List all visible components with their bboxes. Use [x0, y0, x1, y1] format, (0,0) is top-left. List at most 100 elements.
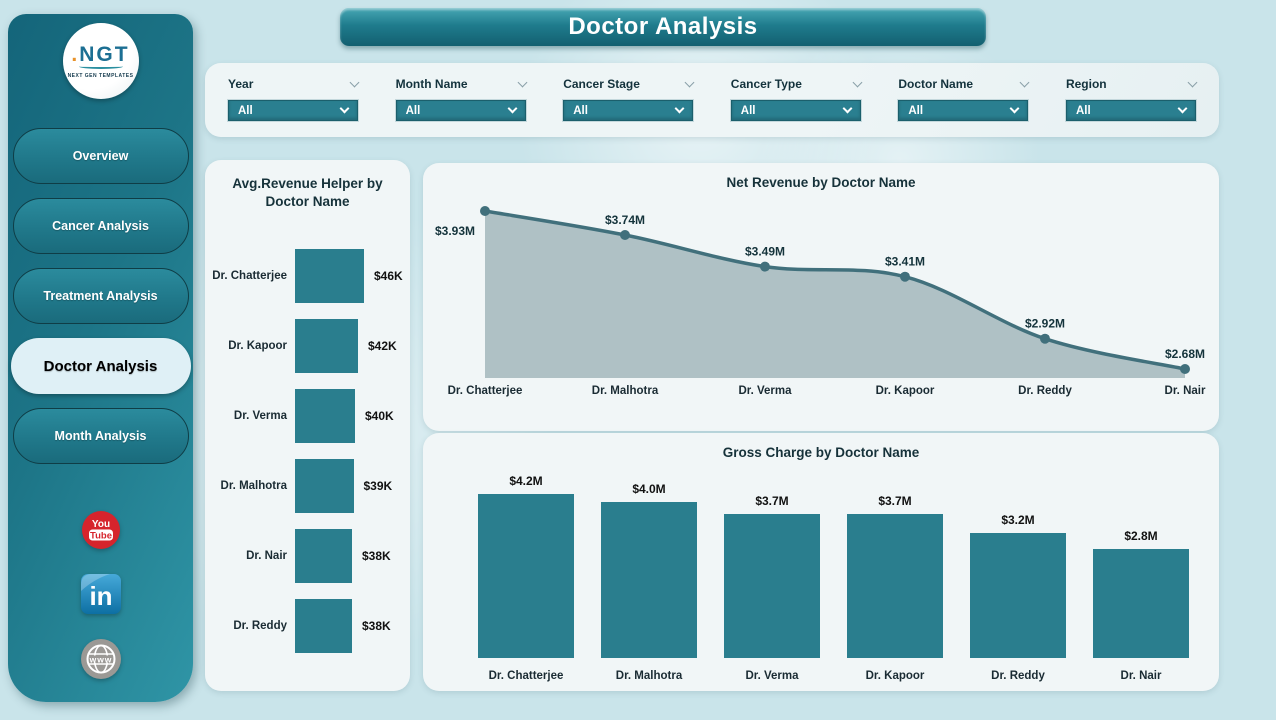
avg-revenue-helper-chart: Dr. Chatterjee$46KDr. Kapoor$42K Dr. Verm…: [205, 241, 410, 661]
data-point[interactable]: [1180, 364, 1190, 374]
social-links: You Tube in www: [80, 510, 122, 680]
hbar-row: Dr. Nair $38K: [205, 521, 410, 591]
bar[interactable]: [295, 529, 352, 583]
data-label: $3.7M: [878, 494, 911, 508]
slicer-cancer-stage-dropdown[interactable]: All: [563, 100, 693, 121]
net-revenue-chart: $3.93M$3.74M$3.49M$3.41M$2.92M$2.68M: [423, 193, 1219, 388]
filter-panel: Year All Month Name All Cancer Stage All…: [205, 63, 1219, 137]
slicer-month-name-label: Month Name: [396, 77, 468, 91]
data-label: $40K: [365, 409, 394, 423]
website-globe-icon[interactable]: www: [80, 638, 122, 680]
data-label: $3.49M: [745, 245, 785, 259]
ngt-logo-subtext: NEXT GEN TEMPLATES: [68, 73, 134, 79]
slicer-year-dropdown[interactable]: All: [228, 100, 358, 121]
logo-swoosh: [79, 64, 123, 69]
chevron-down-icon: [340, 104, 350, 114]
data-label: $38K: [362, 549, 391, 563]
sidebar-item-treatment-analysis[interactable]: Treatment Analysis: [13, 268, 189, 324]
category-axis-label: Dr. Nair: [205, 550, 287, 562]
data-label: $46K: [374, 269, 403, 283]
sidebar-item-overview[interactable]: Overview: [13, 128, 189, 184]
bar[interactable]: [847, 514, 943, 658]
vbar-column: $2.8M: [1093, 529, 1189, 658]
slicer-cancer-type-label: Cancer Type: [731, 77, 802, 91]
category-axis-label: Dr. Kapoor: [866, 670, 925, 682]
chevron-down-icon: [507, 104, 517, 114]
slicer-month-name-dropdown[interactable]: All: [396, 100, 526, 121]
header-banner: Doctor Analysis: [340, 8, 986, 46]
sidebar-item-doctor-analysis[interactable]: Doctor Analysis: [11, 338, 191, 394]
chevron-down-icon[interactable]: [517, 77, 527, 87]
slicer-year: Year All: [228, 76, 358, 121]
category-axis-label: Dr. Reddy: [205, 620, 287, 632]
svg-text:in: in: [89, 581, 112, 611]
chevron-down-icon[interactable]: [852, 77, 862, 87]
category-axis-label: Dr. Nair: [1121, 670, 1162, 682]
bar[interactable]: [478, 494, 574, 658]
bar[interactable]: [295, 249, 364, 303]
svg-text:www: www: [88, 655, 112, 665]
hbar-row: Dr. Kapoor$42K: [205, 311, 410, 381]
bar[interactable]: [601, 502, 697, 658]
data-label: $3.7M: [755, 494, 788, 508]
slicer-cancer-type-dropdown[interactable]: All: [731, 100, 861, 121]
vbar-column: $3.2M: [970, 513, 1066, 658]
data-point[interactable]: [900, 272, 910, 282]
page-title: Doctor Analysis: [568, 13, 757, 41]
bar[interactable]: [724, 514, 820, 658]
area-fill: [485, 211, 1185, 378]
bar[interactable]: [295, 599, 352, 653]
bar[interactable]: [295, 319, 358, 373]
data-label: $4.2M: [509, 474, 542, 488]
data-label: $39K: [364, 479, 393, 493]
gross-charge-panel: Gross Charge by Doctor Name $4.2M$4.0M$3…: [423, 433, 1219, 691]
data-label: $42K: [368, 339, 397, 353]
hbar-row: Dr. Chatterjee$46K: [205, 241, 410, 311]
bar[interactable]: [1093, 549, 1189, 658]
chevron-down-icon: [1010, 104, 1020, 114]
category-axis-label: Dr. Malhotra: [592, 385, 658, 397]
chevron-down-icon[interactable]: [350, 77, 360, 87]
chevron-down-icon[interactable]: [1020, 77, 1030, 87]
slicer-region-dropdown[interactable]: All: [1066, 100, 1196, 121]
category-axis-label: Dr. Verma: [738, 385, 791, 397]
slicer-year-label: Year: [228, 77, 253, 91]
data-point[interactable]: [1040, 334, 1050, 344]
svg-text:You: You: [91, 519, 109, 530]
slicer-month-name-value: All: [406, 105, 421, 117]
data-point[interactable]: [620, 230, 630, 240]
chevron-down-icon: [842, 104, 852, 114]
data-label: $3.2M: [1001, 513, 1034, 527]
data-point[interactable]: [480, 206, 490, 216]
category-axis-label: Dr. Malhotra: [616, 670, 682, 682]
category-axis-label: Dr. Chatterjee: [448, 385, 523, 397]
data-label: $2.68M: [1165, 347, 1205, 361]
vbar-column: $3.7M: [847, 494, 943, 658]
linkedin-icon[interactable]: in: [80, 573, 122, 615]
sidebar-item-month-analysis[interactable]: Month Analysis: [13, 408, 189, 464]
svg-text:Tube: Tube: [90, 531, 112, 542]
data-point[interactable]: [760, 262, 770, 272]
bar[interactable]: [295, 389, 355, 443]
slicer-doctor-name-dropdown[interactable]: All: [898, 100, 1028, 121]
category-axis-label: Dr. Malhotra: [205, 480, 287, 492]
slicer-region: Region All: [1066, 76, 1196, 121]
youtube-icon[interactable]: You Tube: [81, 510, 121, 550]
chevron-down-icon[interactable]: [685, 77, 695, 87]
bar[interactable]: [970, 533, 1066, 658]
bar[interactable]: [295, 459, 354, 513]
slicer-doctor-name-value: All: [908, 105, 923, 117]
slicer-cancer-stage-label: Cancer Stage: [563, 77, 640, 91]
category-axis-label: Dr. Verma: [205, 410, 287, 422]
category-axis-label: Dr. Verma: [745, 670, 798, 682]
data-label: $2.92M: [1025, 317, 1065, 331]
category-axis-label: Dr. Nair: [1165, 385, 1206, 397]
slicer-month-name: Month Name All: [396, 76, 526, 121]
chevron-down-icon[interactable]: [1188, 77, 1198, 87]
gross-charge-title: Gross Charge by Doctor Name: [423, 445, 1219, 460]
sidebar-item-cancer-analysis[interactable]: Cancer Analysis: [13, 198, 189, 254]
slicer-cancer-type-value: All: [741, 105, 756, 117]
slicer-region-value: All: [1076, 105, 1091, 117]
dashboard-page: .NGT NEXT GEN TEMPLATES Overview Cancer …: [0, 0, 1276, 720]
vbar-column: $3.7M: [724, 494, 820, 658]
